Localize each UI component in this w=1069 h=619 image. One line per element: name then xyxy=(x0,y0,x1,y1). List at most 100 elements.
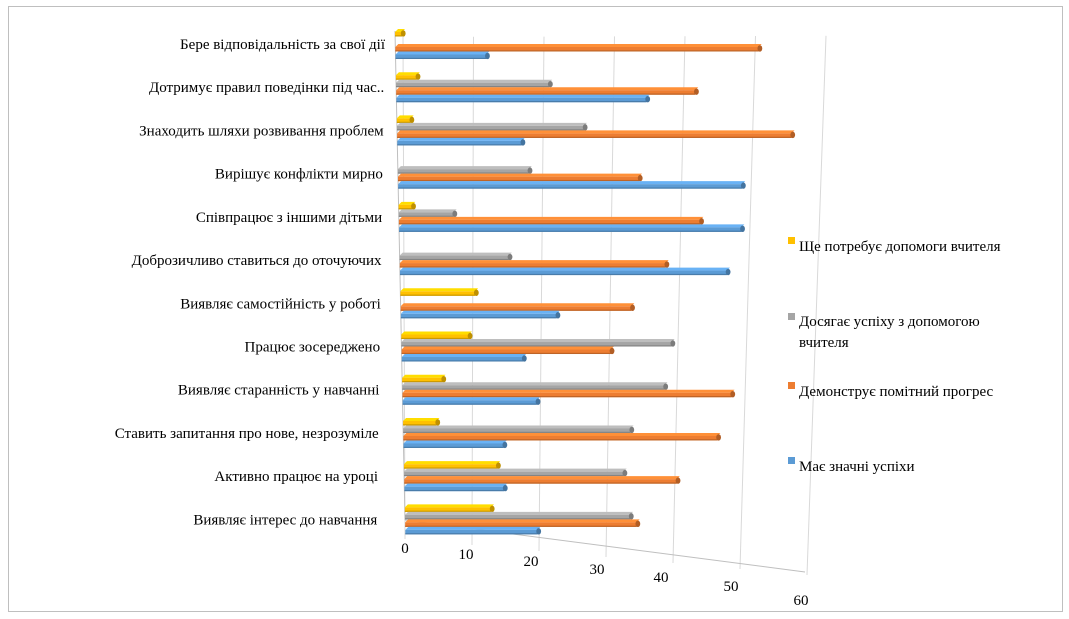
bar-shade xyxy=(405,525,637,527)
bar xyxy=(400,291,476,296)
bar-end-cap xyxy=(740,225,745,233)
bar xyxy=(398,212,454,217)
bar-shade xyxy=(395,50,759,52)
bar-top-face xyxy=(404,504,494,508)
bar-end-cap xyxy=(536,528,542,535)
bar-shade xyxy=(403,439,718,441)
bar xyxy=(396,118,411,123)
bar-shade xyxy=(402,396,732,398)
bar-end-cap xyxy=(790,131,796,139)
bar-top-face xyxy=(401,346,614,350)
gridline xyxy=(672,36,686,564)
bar-end-cap xyxy=(473,289,479,296)
bar-shade xyxy=(401,345,672,347)
bar-shade xyxy=(401,360,524,362)
bar-shade xyxy=(396,121,411,123)
bar xyxy=(399,263,666,268)
bar xyxy=(395,75,417,80)
bar xyxy=(399,255,509,261)
bar-shade xyxy=(403,424,437,426)
bar xyxy=(398,176,640,182)
bar xyxy=(404,507,491,512)
bar-end-cap xyxy=(716,434,722,441)
x-tick-label: 60 xyxy=(794,593,809,609)
bar-top-face xyxy=(396,122,587,126)
bar-end-cap xyxy=(520,139,526,146)
bar-shade xyxy=(403,467,498,469)
x-tick-label: 20 xyxy=(524,554,539,570)
bar-top-face xyxy=(405,511,634,515)
bar-top-face xyxy=(401,339,675,343)
category-label: Ставить запитання про нове, незрозуміле xyxy=(115,426,379,442)
bar-top-face xyxy=(397,166,532,170)
bar-shade xyxy=(400,317,557,319)
bar-top-face xyxy=(396,115,414,119)
bar-end-cap xyxy=(452,210,458,218)
bar-end-cap xyxy=(725,268,731,276)
bar xyxy=(405,529,538,535)
bar-top-face xyxy=(398,209,457,213)
bar-shade xyxy=(398,187,743,189)
bar-end-cap xyxy=(441,375,447,383)
bar-end-cap xyxy=(730,390,736,398)
bar-shade xyxy=(404,474,624,477)
bar-top-face xyxy=(402,382,668,386)
bar-end-cap xyxy=(547,80,553,88)
bar xyxy=(405,522,637,527)
bar xyxy=(401,349,611,355)
gridline xyxy=(806,35,827,576)
bar xyxy=(397,140,522,146)
bar-shade xyxy=(405,533,538,535)
bar-shade xyxy=(398,208,413,210)
bar-top-face xyxy=(396,94,650,98)
bar-end-cap xyxy=(495,462,501,469)
bar xyxy=(395,47,759,52)
bar xyxy=(397,133,792,138)
bar-end-cap xyxy=(629,426,635,434)
legend-label: Демонструє помітний прогрес xyxy=(799,384,993,400)
bar-shade xyxy=(395,57,487,59)
bar xyxy=(396,125,584,131)
bar-end-cap xyxy=(645,95,651,103)
bar-top-face xyxy=(400,303,635,307)
bar-top-face xyxy=(401,331,472,335)
bar-end-cap xyxy=(694,88,699,95)
bar-top-face xyxy=(404,483,508,487)
bar xyxy=(398,204,413,210)
bar-shade xyxy=(395,78,417,80)
bar-top-face xyxy=(403,461,501,465)
gridline xyxy=(739,35,756,570)
bar-top-face xyxy=(402,397,540,401)
bar xyxy=(399,227,742,232)
bar-end-cap xyxy=(670,340,676,347)
legend-swatch xyxy=(788,313,795,320)
bar-shade xyxy=(401,352,611,355)
bar xyxy=(404,486,505,492)
bar xyxy=(395,32,403,37)
bar xyxy=(400,306,632,311)
bar-shade xyxy=(401,337,469,340)
x-tick-label: 40 xyxy=(654,570,669,586)
bar-end-cap xyxy=(635,520,641,528)
bar-top-face xyxy=(398,181,746,185)
bar-shade xyxy=(404,510,491,512)
bar-shade xyxy=(402,381,443,383)
category-label: Вирішує конфлікти мирно xyxy=(215,167,383,183)
legend-swatch xyxy=(788,382,795,389)
bar xyxy=(403,435,718,441)
bar-top-face xyxy=(396,87,699,91)
bar-shade xyxy=(403,431,631,433)
category-label: Активно працює на уроці xyxy=(214,469,378,485)
bar-top-face xyxy=(397,137,525,141)
bar-end-cap xyxy=(675,477,681,484)
bar-top-face xyxy=(397,130,795,134)
category-label: Бере відповідальність за свої дії xyxy=(180,37,386,53)
bar-top-face xyxy=(395,51,490,55)
category-label: Співпрацює з іншими дітьми xyxy=(196,210,382,226)
bar-shade xyxy=(396,129,584,131)
bar-end-cap xyxy=(664,261,670,268)
bar-end-cap xyxy=(489,505,495,513)
bar-end-cap xyxy=(502,484,508,492)
bar-end-cap xyxy=(435,419,441,426)
bar xyxy=(397,169,529,174)
